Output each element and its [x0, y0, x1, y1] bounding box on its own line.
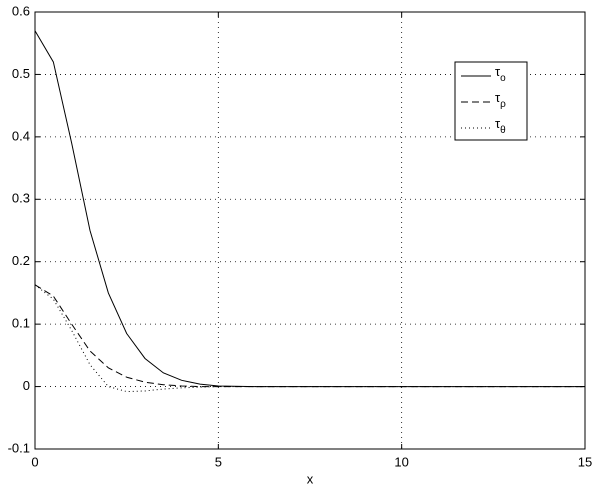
y-tick-label: 0.4 — [12, 128, 30, 143]
legend-label: τρ — [495, 90, 506, 109]
y-tick-label: 0.5 — [12, 66, 30, 81]
y-tick-label: 0.1 — [12, 316, 30, 331]
legend-box — [454, 61, 528, 141]
x-tick-label: 0 — [31, 454, 38, 469]
y-tick-label: 0 — [23, 378, 30, 393]
y-tick-label: 0.2 — [12, 253, 30, 268]
x-axis-label: x — [307, 471, 314, 486]
y-tick-label: 0.6 — [12, 3, 30, 18]
x-tick-label: 15 — [578, 454, 592, 469]
line-series — [34, 284, 585, 388]
y-tick-label: 0.3 — [12, 191, 30, 206]
y-tick-label: -0.1 — [8, 440, 30, 455]
legend-label: τo — [495, 64, 506, 83]
x-tick-label: 10 — [394, 454, 408, 469]
legend-label: τθ — [495, 116, 506, 135]
line-series — [34, 284, 585, 393]
x-tick-label: 5 — [215, 454, 222, 469]
